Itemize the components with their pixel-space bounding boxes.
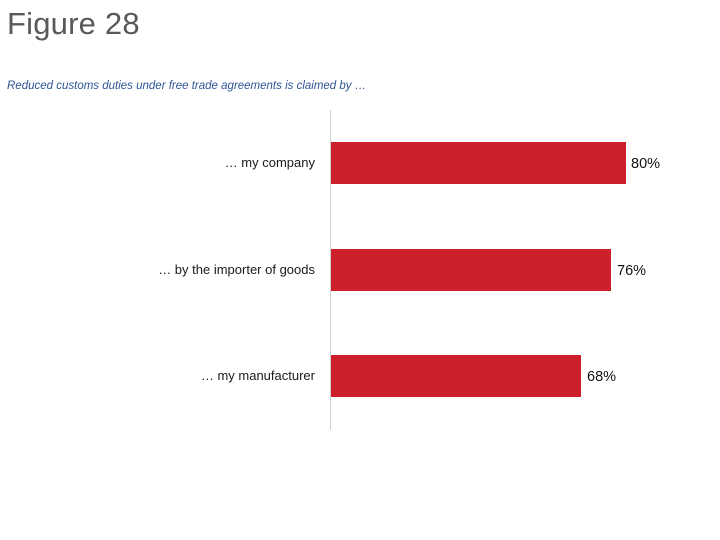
bar — [331, 355, 581, 397]
value-label: 76% — [617, 263, 647, 279]
category-label: … my company — [224, 155, 315, 170]
bar-row-my-company: … my company 80% — [0, 142, 720, 184]
bar — [331, 249, 611, 291]
category-axis-line — [330, 110, 331, 430]
category-label: … my manufacturer — [200, 368, 315, 383]
page-title: Figure 28 — [7, 6, 140, 41]
value-label: 80% — [631, 156, 661, 172]
chart-subtitle: Reduced customs duties under free trade … — [7, 80, 367, 92]
category-label: … by the importer of goods — [158, 262, 315, 277]
value-label: 68% — [587, 369, 617, 385]
bar-row-importer-of-goods: … by the importer of goods 76% — [0, 249, 720, 291]
bar — [331, 142, 626, 184]
bar-row-my-manufacturer: … my manufacturer 68% — [0, 355, 720, 397]
